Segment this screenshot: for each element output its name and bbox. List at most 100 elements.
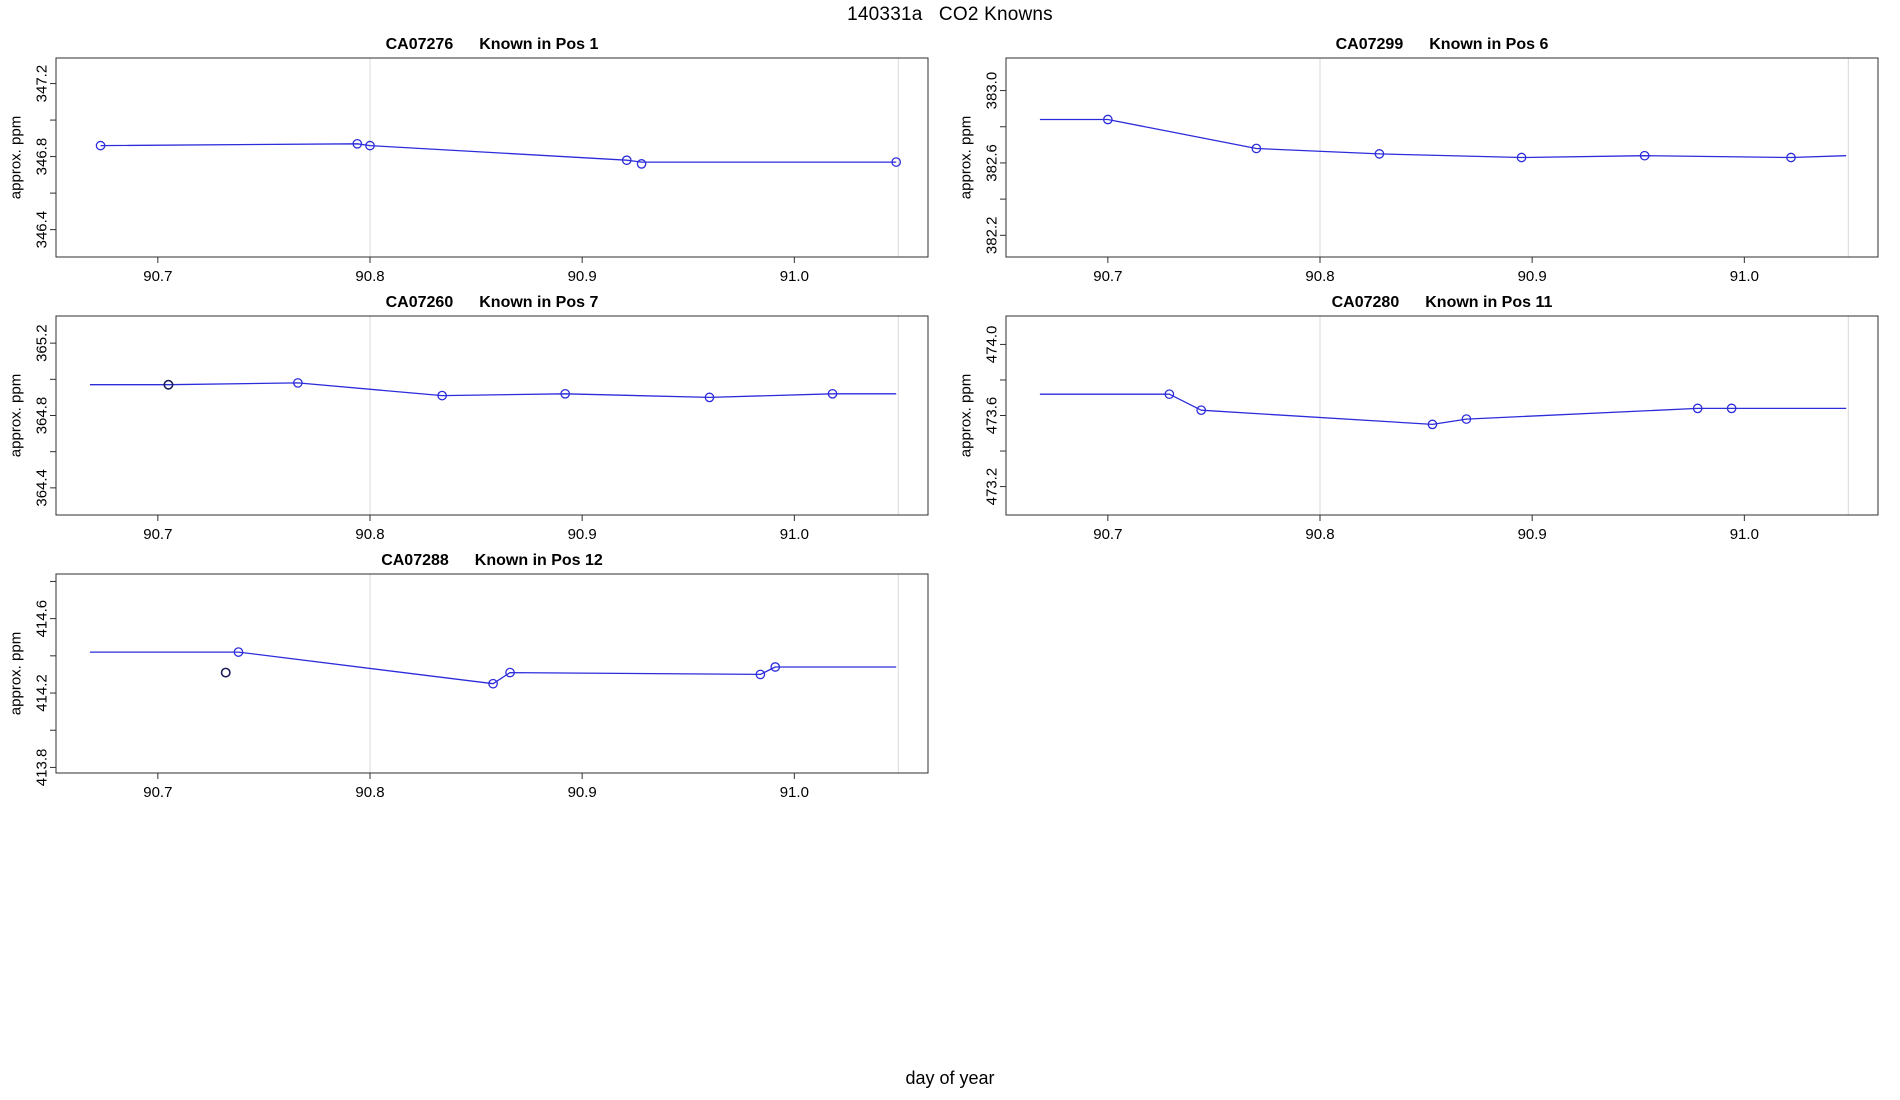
data-point xyxy=(365,140,375,151)
x-tick-label: 90.9 xyxy=(568,526,597,543)
data-point xyxy=(560,388,571,399)
data-point xyxy=(437,390,447,401)
data-line xyxy=(100,143,897,163)
y-axis-label: approx. ppm xyxy=(8,374,25,457)
x-tick-label: 90.8 xyxy=(1305,526,1334,543)
x-tick-label: 91.0 xyxy=(1730,268,1759,285)
panel-plot: 90.7 90.8 90.9 91.0 473.2 473.6 474.0 approx. p… xyxy=(958,315,1879,543)
panel-title: CA07288 Known in Pos 12 xyxy=(56,552,928,570)
y-tick-label: 382.6 xyxy=(984,144,1001,182)
panel-plot: 90.7 90.8 90.9 91.0 382.2 382.6 383.0 approx. p… xyxy=(958,57,1879,285)
position-label: Known in Pos 12 xyxy=(474,552,603,569)
y-axis-label: approx. ppm xyxy=(958,116,975,199)
data-point xyxy=(1427,419,1438,430)
position-label: Known in Pos 7 xyxy=(479,294,599,311)
plot-box xyxy=(55,573,929,774)
data-point-dark xyxy=(220,667,231,678)
data-point xyxy=(704,392,715,403)
y-axis-label: approx. ppm xyxy=(8,116,25,199)
data-point xyxy=(1726,403,1737,414)
data-point xyxy=(1516,152,1527,163)
data-point xyxy=(488,678,498,689)
x-tick-label: 90.7 xyxy=(143,268,172,285)
data-point xyxy=(1461,414,1472,424)
plot-box xyxy=(1005,57,1879,258)
data-point xyxy=(293,378,303,388)
x-tick-label: 90.7 xyxy=(1093,268,1122,285)
y-tick-label: 346.4 xyxy=(34,211,51,249)
y-tick-label: 364.4 xyxy=(34,469,51,507)
data-point-dark xyxy=(163,379,174,390)
position-label: Known in Pos 1 xyxy=(479,36,599,53)
plot-box xyxy=(1005,315,1879,516)
y-tick-label: 473.6 xyxy=(984,397,1001,435)
y-tick-label: 413.8 xyxy=(34,749,51,787)
panel-CA07280: CA07280 Known in Pos 11 90.7 90.8 90.9 91.0 47… xyxy=(950,288,1900,546)
y-tick-label: 382.2 xyxy=(984,217,1001,255)
x-tick-label: 90.8 xyxy=(355,784,384,801)
panel-plot: 90.7 90.8 90.9 91.0 364.4 364.8 365.2 approx. p… xyxy=(8,315,929,543)
tank-id: CA07276 xyxy=(385,36,454,53)
panel-title: CA07280 Known in Pos 11 xyxy=(1006,294,1878,312)
plot-box xyxy=(55,315,929,516)
data-point xyxy=(95,140,106,151)
data-point xyxy=(1164,389,1175,400)
x-tick-label: 90.9 xyxy=(1518,526,1547,543)
panel-title: CA07260 Known in Pos 7 xyxy=(56,294,928,312)
panel-title: CA07299 Known in Pos 6 xyxy=(1006,36,1878,54)
tank-id: CA07260 xyxy=(385,294,454,311)
x-tick-label: 90.8 xyxy=(1305,268,1334,285)
x-tick-label: 90.9 xyxy=(1518,268,1547,285)
x-tick-label: 91.0 xyxy=(1730,526,1759,543)
panel-CA07299: CA07299 Known in Pos 6 90.7 90.8 90.9 91.0 382… xyxy=(950,30,1900,288)
data-point xyxy=(352,138,363,149)
data-point xyxy=(891,157,902,167)
y-tick-label: 473.2 xyxy=(984,468,1001,506)
x-tick-label: 91.0 xyxy=(780,784,809,801)
x-tick-label: 90.9 xyxy=(568,268,597,285)
y-tick-label: 414.2 xyxy=(34,674,51,712)
tank-id: CA07280 xyxy=(1331,294,1400,311)
panel-title: CA07276 Known in Pos 1 xyxy=(56,36,928,54)
figure-title: 140331a CO2 Knowns xyxy=(847,4,1053,25)
x-axis-label: day of year xyxy=(905,1068,995,1088)
x-tick-label: 90.9 xyxy=(568,784,597,801)
y-tick-label: 346.8 xyxy=(34,138,51,176)
y-tick-label: 414.6 xyxy=(34,600,51,638)
x-tick-label: 91.0 xyxy=(780,526,809,543)
panel-plot: 90.7 90.8 90.9 91.0 346.4 346.8 347.2 approx. p… xyxy=(8,57,929,285)
data-point xyxy=(233,647,244,657)
tank-id: CA07299 xyxy=(1335,36,1404,53)
data-point xyxy=(770,662,781,672)
data-line xyxy=(1039,118,1847,159)
y-tick-label: 474.0 xyxy=(984,326,1001,364)
panel-CA07260: CA07260 Known in Pos 7 90.7 90.8 90.9 91.0 364… xyxy=(0,288,950,546)
panel-plot: 90.7 90.8 90.9 91.0 413.8 414.2 414.6 approx. p… xyxy=(8,573,929,801)
x-tick-label: 90.8 xyxy=(355,268,384,285)
x-tick-label: 90.7 xyxy=(1093,526,1122,543)
x-tick-label: 91.0 xyxy=(780,268,809,285)
x-tick-label: 90.7 xyxy=(143,526,172,543)
data-point xyxy=(755,669,766,680)
data-line xyxy=(1039,393,1847,426)
y-tick-label: 383.0 xyxy=(984,72,1001,110)
data-point xyxy=(1251,143,1262,154)
y-tick-label: 365.2 xyxy=(34,324,51,362)
data-point xyxy=(1639,150,1650,161)
data-point xyxy=(1102,114,1113,125)
panel-CA07276: CA07276 Known in Pos 1 90.7 90.8 90.9 91.0 346… xyxy=(0,30,950,288)
position-label: Known in Pos 11 xyxy=(1425,294,1553,311)
y-tick-label: 347.2 xyxy=(34,65,51,103)
panel-CA07288: CA07288 Known in Pos 12 90.7 90.8 90.9 91.0 41… xyxy=(0,546,950,804)
data-line xyxy=(89,651,897,685)
y-tick-label: 364.8 xyxy=(34,397,51,435)
data-point xyxy=(1786,152,1796,163)
data-point xyxy=(505,667,515,678)
x-tick-label: 90.7 xyxy=(143,784,172,801)
data-point xyxy=(1196,405,1207,416)
position-label: Known in Pos 6 xyxy=(1429,36,1549,53)
tank-id: CA07288 xyxy=(381,552,449,569)
y-axis-label: approx. ppm xyxy=(958,374,975,457)
x-tick-label: 90.8 xyxy=(355,526,384,543)
data-point xyxy=(1374,149,1385,159)
